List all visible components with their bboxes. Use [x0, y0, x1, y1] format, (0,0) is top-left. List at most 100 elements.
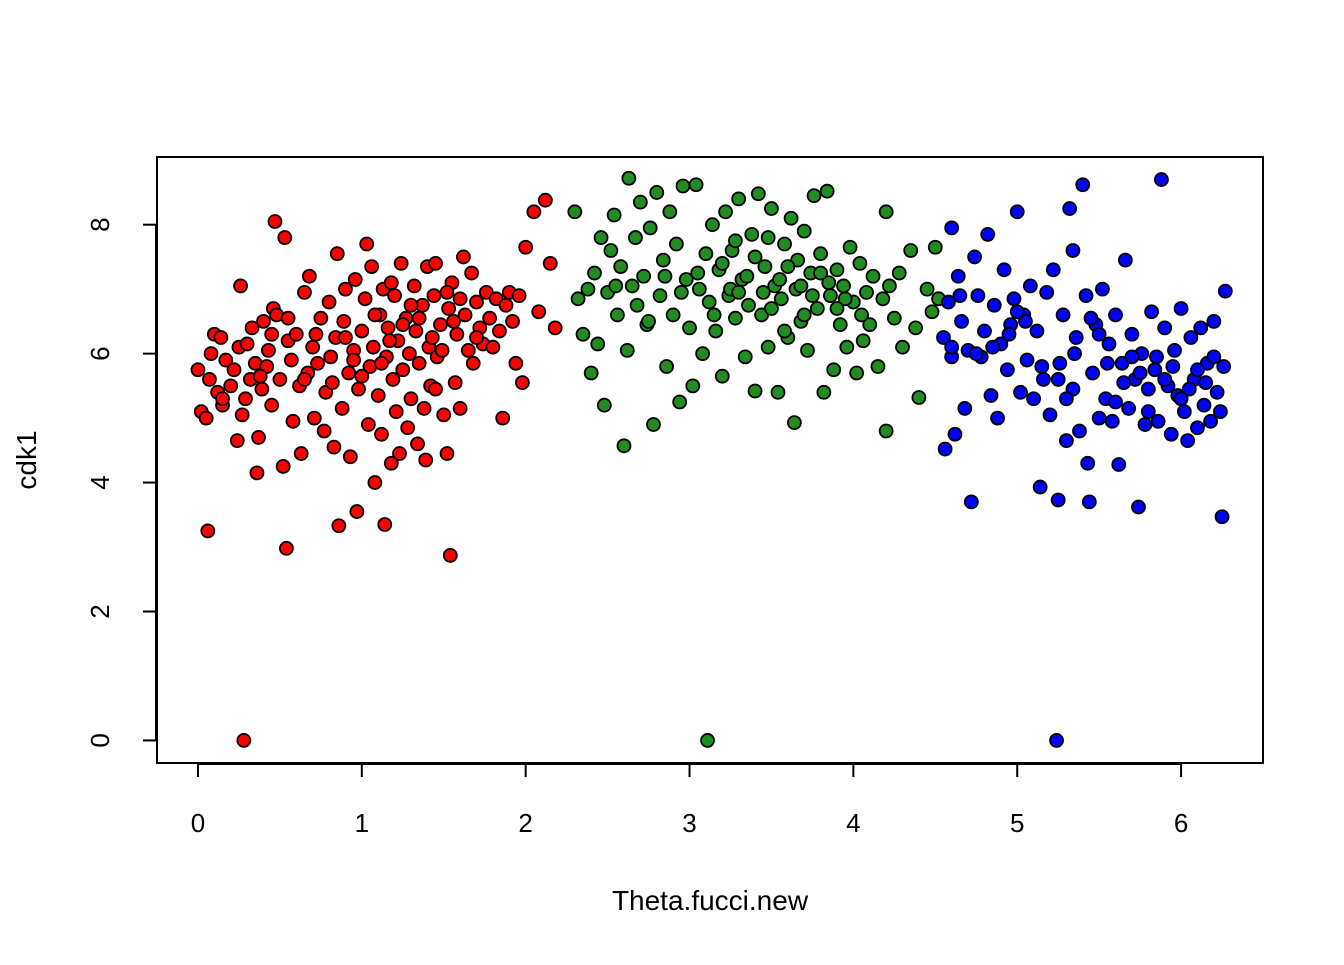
data-point	[1216, 359, 1232, 374]
data-point	[464, 265, 479, 281]
data-point	[1121, 401, 1137, 416]
data-point	[941, 294, 956, 310]
x-tick-label: 6	[1174, 808, 1188, 838]
data-point	[485, 339, 501, 355]
data-point	[875, 291, 891, 307]
data-point	[465, 355, 481, 371]
data-point	[755, 284, 771, 300]
data-point	[1013, 384, 1028, 400]
data-point	[773, 291, 789, 307]
data-point	[367, 307, 383, 323]
data-point	[829, 301, 845, 316]
data-point	[316, 423, 332, 439]
data-point	[306, 410, 322, 426]
x-tick-label: 4	[846, 808, 860, 838]
data-point	[251, 430, 266, 445]
data-point	[806, 188, 822, 204]
data-point	[1131, 499, 1146, 515]
data-point	[408, 323, 424, 339]
data-point	[649, 185, 665, 200]
data-point	[816, 384, 832, 400]
data-point	[1029, 323, 1045, 339]
data-point	[342, 449, 358, 465]
data-point	[1116, 375, 1132, 391]
data-point	[688, 177, 704, 193]
data-point	[996, 262, 1012, 278]
data-point	[675, 178, 691, 194]
data-point	[297, 372, 312, 387]
data-point	[365, 339, 381, 355]
data-point	[999, 362, 1015, 378]
data-point	[805, 288, 820, 304]
data-point	[400, 420, 416, 436]
data-point	[1091, 410, 1107, 426]
series-2	[936, 172, 1233, 748]
data-point	[482, 310, 498, 326]
data-point	[583, 365, 599, 381]
data-point	[1154, 172, 1169, 187]
data-point	[1009, 304, 1025, 320]
data-point	[878, 423, 894, 439]
data-point	[395, 317, 411, 333]
data-point	[813, 265, 828, 281]
data-point	[261, 343, 276, 358]
data-point	[492, 323, 507, 339]
data-point	[800, 343, 815, 358]
data-point	[229, 433, 245, 449]
data-point	[957, 401, 973, 416]
data-point	[254, 381, 270, 397]
data-point	[456, 249, 471, 265]
data-point	[809, 301, 825, 316]
x-tick-label: 1	[355, 808, 369, 838]
data-point	[447, 375, 463, 391]
data-point	[567, 204, 583, 220]
data-point	[927, 239, 943, 255]
data-point	[587, 265, 602, 281]
data-point	[652, 288, 668, 304]
data-point	[1183, 330, 1199, 345]
y-tick-label: 4	[85, 475, 115, 489]
data-point	[760, 230, 776, 245]
data-point	[1108, 307, 1123, 323]
data-point	[198, 410, 214, 426]
data-point	[819, 183, 835, 199]
data-point	[542, 255, 558, 271]
data-point	[424, 330, 440, 345]
data-point	[747, 383, 763, 399]
data-point	[760, 339, 776, 355]
data-point	[239, 336, 255, 352]
data-point	[267, 214, 283, 229]
data-point	[1140, 404, 1156, 420]
data-point	[301, 268, 317, 284]
data-point	[1206, 313, 1222, 329]
data-point	[341, 365, 357, 381]
data-point	[593, 230, 609, 245]
data-point	[919, 281, 935, 297]
y-tick-label: 2	[85, 604, 115, 618]
data-point	[967, 249, 983, 265]
data-point	[646, 417, 661, 432]
data-point	[441, 301, 457, 316]
data-point	[706, 307, 722, 323]
data-point	[395, 362, 411, 378]
data-point	[213, 330, 229, 345]
data-point	[1193, 320, 1209, 336]
data-point	[326, 439, 342, 455]
data-point	[665, 307, 681, 323]
data-point	[672, 394, 688, 410]
data-point	[1050, 492, 1066, 508]
data-point	[1180, 433, 1196, 449]
data-point	[411, 355, 427, 371]
data-point	[842, 239, 858, 255]
data-point	[764, 301, 779, 316]
data-point	[511, 288, 527, 304]
series-0	[190, 192, 563, 748]
data-point	[313, 310, 329, 326]
data-point	[518, 239, 534, 255]
data-point	[275, 459, 291, 474]
data-point	[1214, 509, 1230, 525]
data-point	[323, 349, 339, 365]
data-point	[1036, 372, 1051, 387]
data-point	[1124, 349, 1140, 365]
